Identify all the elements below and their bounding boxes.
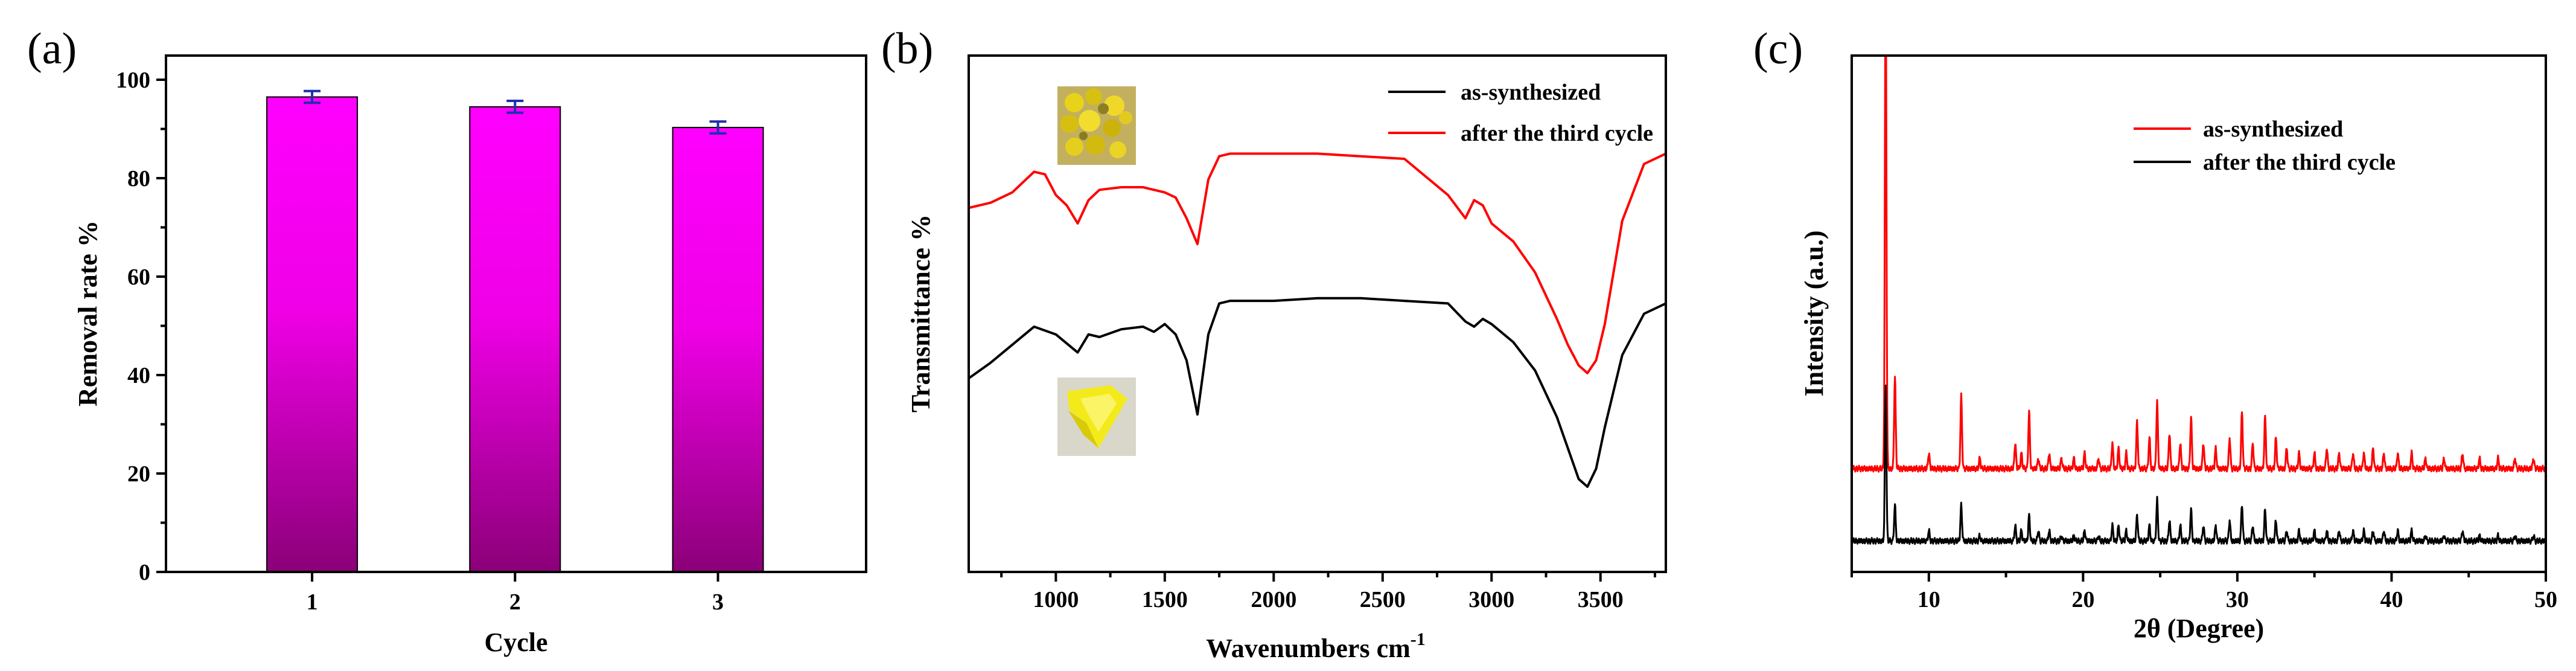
series-line-after-third-cycle [969, 152, 1666, 374]
panel-c-ylabel: Intensity (a.u.) [1799, 230, 1829, 396]
x-tick-label: 2000 [1251, 587, 1296, 612]
panel-b-ticks: 1000 1500 2000 2500 3000 3500 [1000, 572, 1656, 612]
series-line-as-synthesized [1852, 56, 2546, 473]
panel-c-ticks: 10 20 30 40 50 [1851, 572, 2557, 612]
panel-c-series [1852, 56, 2546, 545]
panel-a-ylabel: Removal rate % [73, 220, 103, 406]
x-tick-label: 1500 [1142, 587, 1188, 612]
x-tick-label: 20 [2071, 587, 2094, 612]
x-tick-label: 1 [307, 589, 318, 615]
y-tick-label: 60 [127, 265, 150, 290]
x-tick-label: 2500 [1360, 587, 1406, 612]
x-tick-label: 3500 [1578, 587, 1624, 612]
bar-cycle-2 [469, 106, 561, 573]
x-tick-label: 2 [509, 589, 521, 615]
panel-b-xlabel: Wavenumbers cm-1 [1206, 629, 1426, 663]
x-tick-label: 10 [1918, 587, 1940, 612]
y-tick-label: 20 [127, 461, 150, 487]
panel-a: (a) 1 2 3 0 20 40 60 80 100 Removal rate % Cycle [27, 24, 867, 657]
panel-b: (b) 1000 1500 2000 2500 3000 3500 Transmittan… [881, 24, 1667, 663]
yellow-crystal-as-synthesized-photo [1057, 377, 1136, 456]
panel-b-series [969, 152, 1666, 488]
y-tick-label: 80 [127, 166, 150, 191]
yellow-crystals-after-cycle-photo [1057, 86, 1136, 165]
panel-b-xlabel-superscript: -1 [1411, 629, 1426, 649]
panel-a-label: (a) [27, 24, 77, 74]
panel-c-plot-frame [1851, 54, 2547, 573]
error-bar-cycle-1 [304, 89, 321, 104]
panel-b-legend: as-synthesized after the third cycle [1388, 80, 1653, 146]
legend-label-as-synthesized: as-synthesized [1461, 80, 1601, 105]
x-tick-label: 3 [712, 589, 724, 615]
legend-label-as-synthesized: as-synthesized [2203, 117, 2343, 142]
panel-c-legend: as-synthesized after the third cycle [2134, 117, 2396, 175]
panel-b-label: (b) [881, 24, 933, 74]
bar-cycle-1 [266, 96, 359, 573]
series-line-as-synthesized [969, 297, 1666, 488]
x-tick-label: 30 [2226, 587, 2249, 612]
panel-c: (c) 10 20 30 40 50 Intensity (a.u.) 2θ (Degr… [1753, 24, 2557, 643]
panel-c-label: (c) [1753, 24, 1803, 74]
panel-b-plot-frame [968, 54, 1667, 573]
x-tick-label: 50 [2534, 587, 2557, 612]
y-tick-label: 100 [116, 68, 150, 93]
panel-a-xlabel: Cycle [484, 628, 547, 657]
panel-b-xlabel-main: Wavenumbers cm [1206, 634, 1411, 663]
x-tick-label: 1000 [1033, 587, 1079, 612]
x-tick-label: 40 [2380, 587, 2403, 612]
panel-b-ylabel: Transmittance % [906, 214, 936, 413]
y-tick-label: 0 [139, 560, 150, 585]
bar-cycle-3 [672, 127, 764, 573]
error-bar-cycle-2 [506, 100, 524, 114]
panel-a-bars [266, 89, 764, 573]
legend-label-after-third-cycle: after the third cycle [2203, 150, 2396, 175]
x-tick-label: 3000 [1468, 587, 1514, 612]
series-line-after-third-cycle [1852, 384, 2546, 545]
panel-a-ticks: 1 2 3 0 20 40 60 80 100 [116, 68, 724, 615]
y-tick-label: 40 [127, 363, 150, 388]
panel-c-xlabel: 2θ (Degree) [2134, 614, 2264, 643]
legend-label-after-third-cycle: after the third cycle [1461, 121, 1653, 146]
error-bar-cycle-3 [709, 120, 727, 135]
